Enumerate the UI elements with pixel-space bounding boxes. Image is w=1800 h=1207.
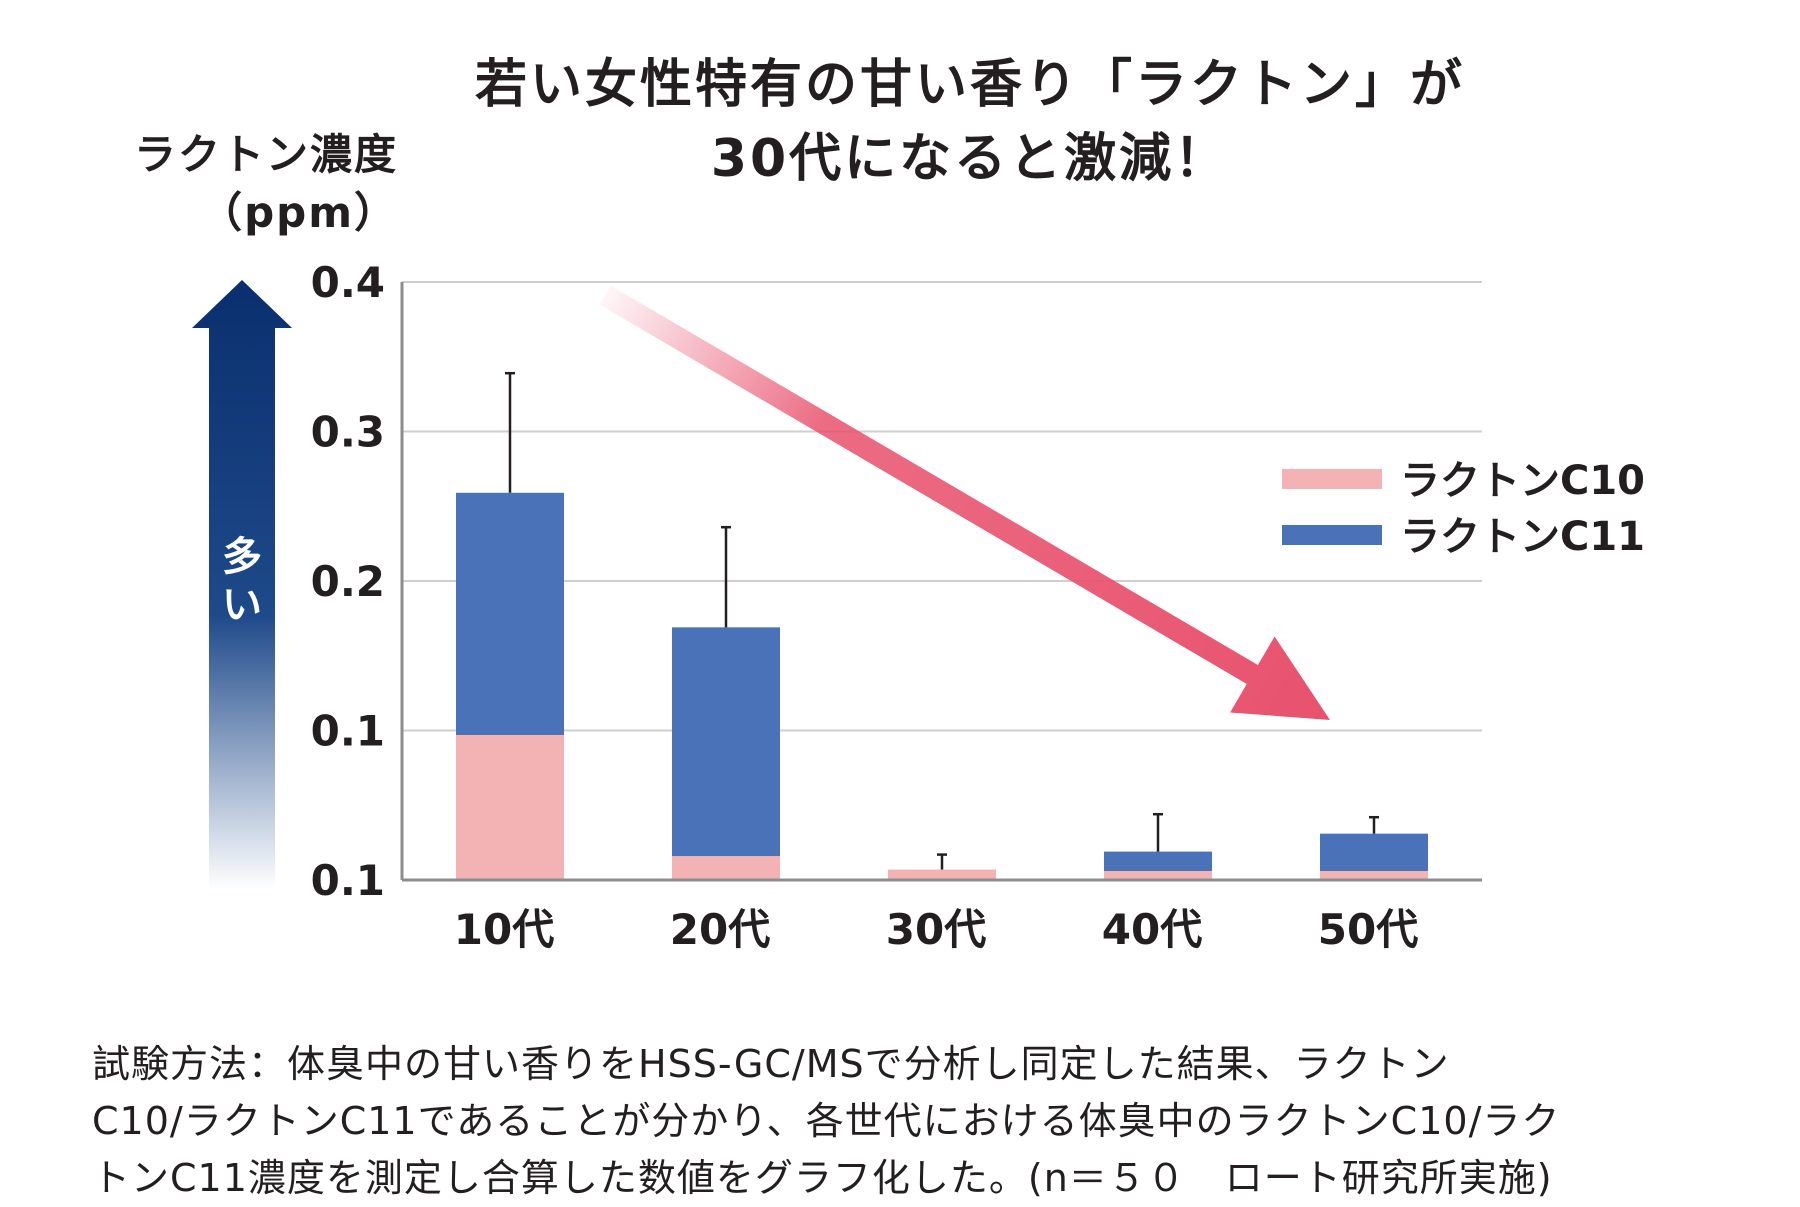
y-axis-label-line-1: ラクトン濃度 bbox=[133, 130, 398, 179]
up-arrow-icon bbox=[192, 280, 292, 890]
footnote-line-3: トンC11濃度を測定し合算した数値をグラフ化した。(n＝５０ ロート研究所実施) bbox=[92, 1156, 1553, 1200]
x-tick-label: 30代 bbox=[886, 905, 986, 954]
bar-c10 bbox=[456, 734, 564, 880]
y-axis-label: ラクトン濃度 （ppm） bbox=[134, 126, 398, 242]
bars bbox=[456, 492, 1428, 880]
y-tick-label: 0.1 bbox=[311, 856, 385, 905]
footnote: 試験方法：体臭中の甘い香りをHSS-GC/MSで分析し同定した結果、ラクトン C… bbox=[92, 1036, 1682, 1207]
x-tick-label: 50代 bbox=[1318, 905, 1418, 954]
trend-arrow-icon bbox=[599, 285, 1330, 720]
y-tick-label: 0.2 bbox=[311, 557, 385, 606]
bar-c10 bbox=[1320, 871, 1428, 880]
x-tick-label: 20代 bbox=[670, 905, 770, 954]
y-axis-label-line-2: （ppm） bbox=[200, 188, 398, 237]
legend: ラクトンC10 ラクトンC11 bbox=[1282, 458, 1645, 560]
bar-c11 bbox=[1104, 851, 1212, 872]
bar-c10 bbox=[1104, 871, 1212, 880]
y-tick-label: 0.4 bbox=[311, 258, 385, 307]
arrow-label-char-1: 多 bbox=[222, 534, 262, 580]
bar-c11 bbox=[672, 627, 780, 857]
x-tick-label: 10代 bbox=[454, 905, 554, 954]
x-tick-labels: 10代 20代 30代 40代 50代 bbox=[454, 905, 1418, 954]
legend-swatch-c10 bbox=[1282, 469, 1382, 489]
bar-c10 bbox=[888, 869, 996, 880]
x-tick-label: 40代 bbox=[1102, 905, 1202, 954]
footnote-line-2: C10/ラクトンC11であることが分かり、各世代における体臭中のラクトンC10/… bbox=[92, 1099, 1561, 1143]
trend-arrow bbox=[599, 285, 1330, 720]
y-tick-label: 0.3 bbox=[311, 408, 385, 457]
arrow-label-char-2: い bbox=[222, 582, 262, 628]
legend-swatch-c11 bbox=[1282, 525, 1382, 545]
gridlines bbox=[402, 281, 1482, 732]
legend-label-c11: ラクトンC11 bbox=[1400, 514, 1645, 560]
bar-c10 bbox=[672, 856, 780, 880]
bar-c11 bbox=[456, 492, 564, 735]
axes bbox=[400, 282, 1482, 882]
chart-title: 若い女性特有の甘い香り「ラクトン」が 30代になると激減！ bbox=[420, 48, 1520, 196]
footnote-line-1: 試験方法：体臭中の甘い香りをHSS-GC/MSで分析し同定した結果、ラクトン bbox=[92, 1042, 1450, 1086]
y-tick-label: 0.1 bbox=[311, 707, 385, 756]
error-bars bbox=[505, 371, 1379, 870]
legend-label-c10: ラクトンC10 bbox=[1400, 458, 1645, 504]
title-line-2: 30代になると激減！ bbox=[710, 129, 1230, 189]
y-direction-arrow: 多 い bbox=[192, 280, 292, 890]
bar-c11 bbox=[1320, 833, 1428, 872]
y-tick-labels: 0.1 0.1 0.2 0.3 0.4 bbox=[311, 258, 385, 905]
title-line-1: 若い女性特有の甘い香り「ラクトン」が bbox=[474, 55, 1465, 115]
